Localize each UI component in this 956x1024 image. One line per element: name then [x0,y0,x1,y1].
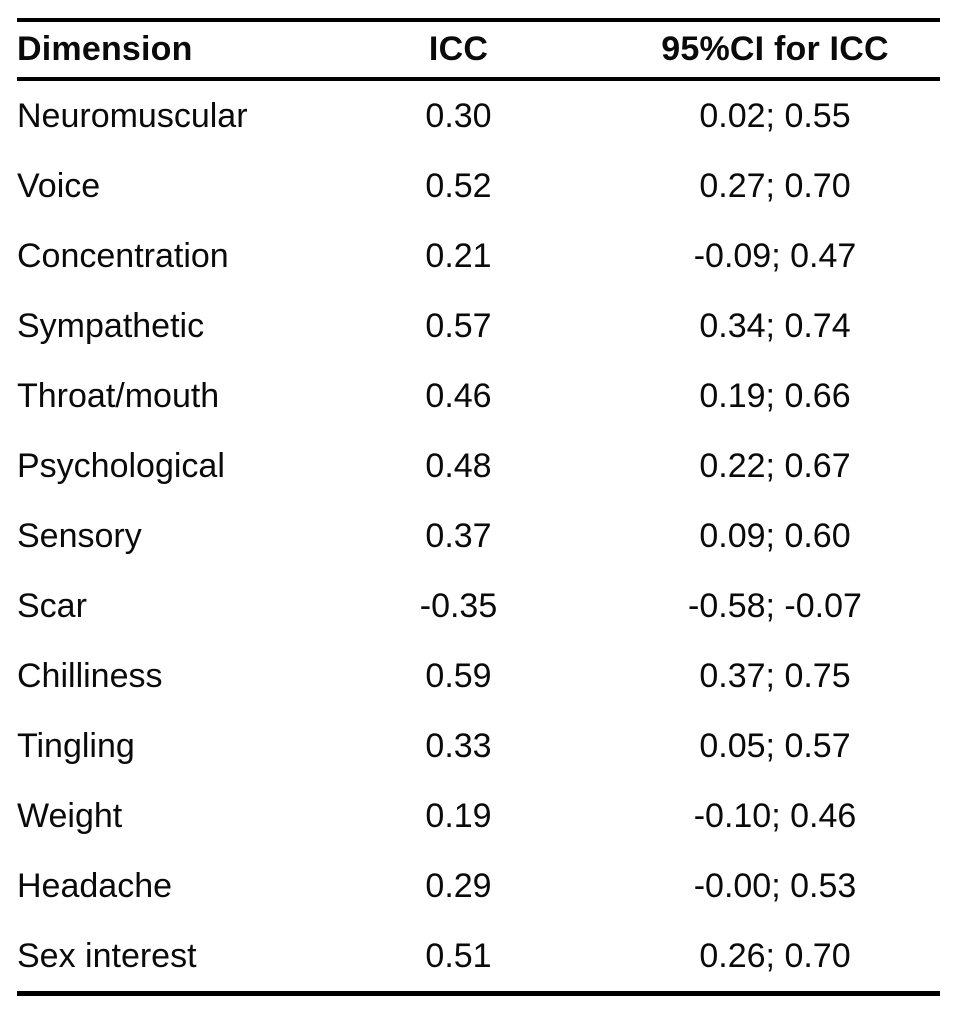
cell-icc: 0.19 [425,796,492,835]
cell-ci: -0.10; 0.46 [693,796,857,835]
table-row: Concentration 0.21 -0.09; 0.47 [17,221,940,291]
column-header-ci: 95%CI for ICC [661,30,889,68]
cell-icc: 0.21 [425,236,492,275]
cell-icc: 0.48 [425,446,492,485]
table-row: Chilliness 0.59 0.37; 0.75 [17,641,940,711]
table-row: Sensory 0.37 0.09; 0.60 [17,501,940,571]
cell-dimension: Sex interest [17,936,197,975]
cell-dimension: Tingling [17,726,135,765]
cell-ci: -0.09; 0.47 [693,236,857,275]
cell-ci: 0.37; 0.75 [699,656,851,695]
cell-icc: 0.29 [425,866,492,905]
cell-dimension: Chilliness [17,656,163,695]
table-row: Sex interest 0.51 0.26; 0.70 [17,921,940,991]
cell-dimension: Psychological [17,446,225,485]
cell-ci: -0.58; -0.07 [688,586,862,625]
cell-icc: 0.37 [425,516,492,555]
table-top-rule [17,18,940,22]
cell-dimension: Concentration [17,236,229,275]
table-row: Throat/mouth 0.46 0.19; 0.66 [17,361,940,431]
table-header-row: Dimension ICC 95%CI for ICC [17,22,940,77]
cell-ci: 0.05; 0.57 [699,726,851,765]
cell-icc: 0.30 [425,96,492,135]
table-row: Scar -0.35 -0.58; -0.07 [17,571,940,641]
cell-ci: 0.09; 0.60 [699,516,851,555]
cell-ci: 0.19; 0.66 [699,376,851,415]
column-header-dimension: Dimension [17,30,193,68]
table-row: Headache 0.29 -0.00; 0.53 [17,851,940,921]
cell-dimension: Sympathetic [17,306,205,345]
cell-icc: 0.51 [425,936,492,975]
table-header-rule [17,77,940,81]
table-row: Voice 0.52 0.27; 0.70 [17,151,940,221]
cell-icc: 0.52 [425,166,492,205]
cell-dimension: Headache [17,866,173,905]
cell-icc: 0.57 [425,306,492,345]
cell-ci: 0.22; 0.67 [699,446,851,485]
table-row: Sympathetic 0.57 0.34; 0.74 [17,291,940,361]
cell-dimension: Voice [17,166,101,205]
cell-ci: 0.26; 0.70 [699,936,851,975]
cell-ci: 0.27; 0.70 [699,166,851,205]
cell-dimension: Neuromuscular [17,96,248,135]
table-row: Neuromuscular 0.30 0.02; 0.55 [17,81,940,151]
cell-dimension: Weight [17,796,123,835]
table-bottom-rule [17,991,940,996]
cell-icc: 0.59 [425,656,492,695]
icc-table: Dimension ICC 95%CI for ICC Neuromuscula… [17,18,940,996]
cell-ci: 0.34; 0.74 [699,306,851,345]
cell-icc: 0.46 [425,376,492,415]
cell-icc: 0.33 [425,726,492,765]
table-row: Tingling 0.33 0.05; 0.57 [17,711,940,781]
column-header-icc: ICC [428,30,489,68]
cell-ci: 0.02; 0.55 [699,96,851,135]
cell-ci: -0.00; 0.53 [693,866,857,905]
cell-icc: -0.35 [419,586,498,625]
cell-dimension: Sensory [17,516,142,555]
cell-dimension: Scar [17,586,87,625]
table-row: Psychological 0.48 0.22; 0.67 [17,431,940,501]
cell-dimension: Throat/mouth [17,376,220,415]
table-row: Weight 0.19 -0.10; 0.46 [17,781,940,851]
